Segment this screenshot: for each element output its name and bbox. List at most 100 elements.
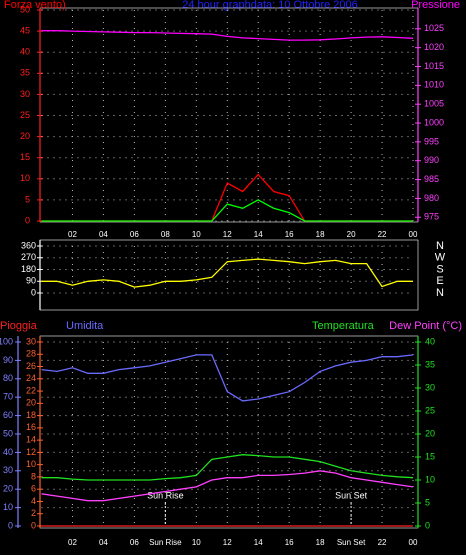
x-tick-label: 14 [254, 230, 263, 239]
series-line [41, 470, 414, 502]
y-tick-label: 50 [20, 4, 30, 14]
x-tick-label: 02 [68, 538, 77, 547]
y3-tick-label: 0 [31, 520, 36, 530]
y3-tick-label: 18 [26, 410, 36, 420]
x-tick-label: 18 [316, 230, 325, 239]
chart-title: 24 hour graphdata: 10 Ottobre 2006 [182, 0, 358, 11]
y2-tick-label: 0 [425, 520, 430, 530]
y-tick-label: 20 [3, 484, 13, 494]
y3-tick-label: 20 [26, 398, 36, 408]
annotation: Sun Set [335, 490, 368, 500]
y3-tick-label: 8 [31, 471, 36, 481]
y2-tick-label: 1025 [424, 23, 444, 33]
y2-tick-label: N [436, 240, 444, 252]
x-tick-label: 22 [378, 538, 387, 547]
y2-tick-label: 40 [425, 336, 435, 346]
y-tick-label: 0 [31, 287, 36, 297]
y-tick-label: 45 [20, 25, 30, 35]
y-tick-label: 25 [20, 110, 30, 120]
y3-tick-label: 12 [26, 447, 36, 457]
x-tick-label: 16 [285, 230, 294, 239]
y3-tick-label: 10 [26, 459, 36, 469]
y3-tick-label: 24 [26, 373, 36, 383]
y3-tick-label: 26 [26, 361, 36, 371]
series-line [41, 199, 413, 222]
y2-tick-label: 1020 [424, 42, 444, 52]
x-tick-label: 16 [285, 538, 294, 547]
y-tick-label: 360 [21, 240, 36, 250]
y-tick-label: 10 [3, 502, 13, 512]
x-tick-label: 08 [161, 230, 170, 239]
y2-tick-label: 1015 [424, 61, 444, 71]
x-tick-label: 06 [130, 230, 139, 239]
x-tick-label: 14 [254, 538, 263, 547]
legend-label: Pressione [411, 0, 460, 11]
legend-label: Forza vento) [4, 0, 66, 11]
y2-tick-label: W [435, 252, 446, 264]
legend-label: Dew Point (°C) [389, 320, 462, 332]
y-tick-label: 50 [3, 428, 13, 438]
y2-tick-label: 1000 [424, 117, 444, 127]
y3-tick-label: 30 [26, 336, 36, 346]
y2-tick-label: 980 [424, 193, 439, 203]
annotation: Sun Rise [147, 490, 184, 500]
y-tick-label: 180 [21, 264, 36, 274]
y-tick-label: 90 [3, 355, 13, 365]
x-tick-label: 02 [68, 230, 77, 239]
y-tick-label: 270 [21, 252, 36, 262]
y-tick-label: 80 [3, 373, 13, 383]
y-tick-label: 40 [3, 447, 13, 457]
y3-tick-label: 4 [31, 496, 36, 506]
y3-tick-label: 16 [26, 422, 36, 432]
y-tick-label: 5 [25, 194, 30, 204]
y3-tick-label: 22 [26, 385, 36, 395]
plot-frame [39, 7, 419, 223]
y-tick-label: 20 [20, 131, 30, 141]
y2-tick-label: 35 [425, 359, 435, 369]
series-line [41, 258, 413, 288]
y-tick-label: 0 [8, 520, 13, 530]
x-tick-label: 00 [409, 538, 418, 547]
x-tick-label: 04 [99, 230, 108, 239]
x-tick-label: 18 [316, 538, 325, 547]
y2-tick-label: 1010 [424, 80, 444, 90]
plot-frame [39, 239, 419, 311]
y2-tick-label: 985 [424, 174, 439, 184]
y3-tick-label: 2 [31, 508, 36, 518]
y3-tick-label: 6 [31, 484, 36, 494]
y2-tick-label: 10 [425, 474, 435, 484]
x-tick-label: 06 [130, 538, 139, 547]
y2-tick-label: 995 [424, 136, 439, 146]
x-tick-label: Sun Set [337, 538, 366, 547]
series-line [41, 454, 414, 481]
y2-tick-label: E [436, 275, 443, 287]
x-tick-label: Sun Rise [149, 538, 182, 547]
legend-label: Pioggia [0, 320, 38, 332]
y3-tick-label: 14 [26, 435, 36, 445]
x-tick-label: 10 [192, 230, 201, 239]
x-tick-label: 22 [378, 230, 387, 239]
x-tick-label: 04 [99, 538, 108, 547]
y2-tick-label: 990 [424, 155, 439, 165]
y-tick-label: 30 [3, 465, 13, 475]
y2-tick-label: 1005 [424, 99, 444, 109]
x-tick-label: 20 [347, 230, 356, 239]
y2-tick-label: N [436, 287, 444, 299]
y2-tick-label: 30 [425, 382, 435, 392]
series-line [41, 354, 414, 402]
y-tick-label: 60 [3, 410, 13, 420]
x-tick-label: 10 [192, 538, 201, 547]
y2-tick-label: 15 [425, 451, 435, 461]
y-tick-label: 40 [20, 47, 30, 57]
legend-label: Umidita [66, 320, 104, 332]
y2-tick-label: S [436, 263, 443, 275]
y2-tick-label: 975 [424, 212, 439, 222]
y-tick-label: 10 [20, 173, 30, 183]
y2-tick-label: 25 [425, 405, 435, 415]
y-tick-label: 100 [0, 336, 13, 346]
y-tick-label: 15 [20, 152, 30, 162]
y-tick-label: 0 [25, 215, 30, 225]
x-tick-label: 12 [223, 230, 232, 239]
